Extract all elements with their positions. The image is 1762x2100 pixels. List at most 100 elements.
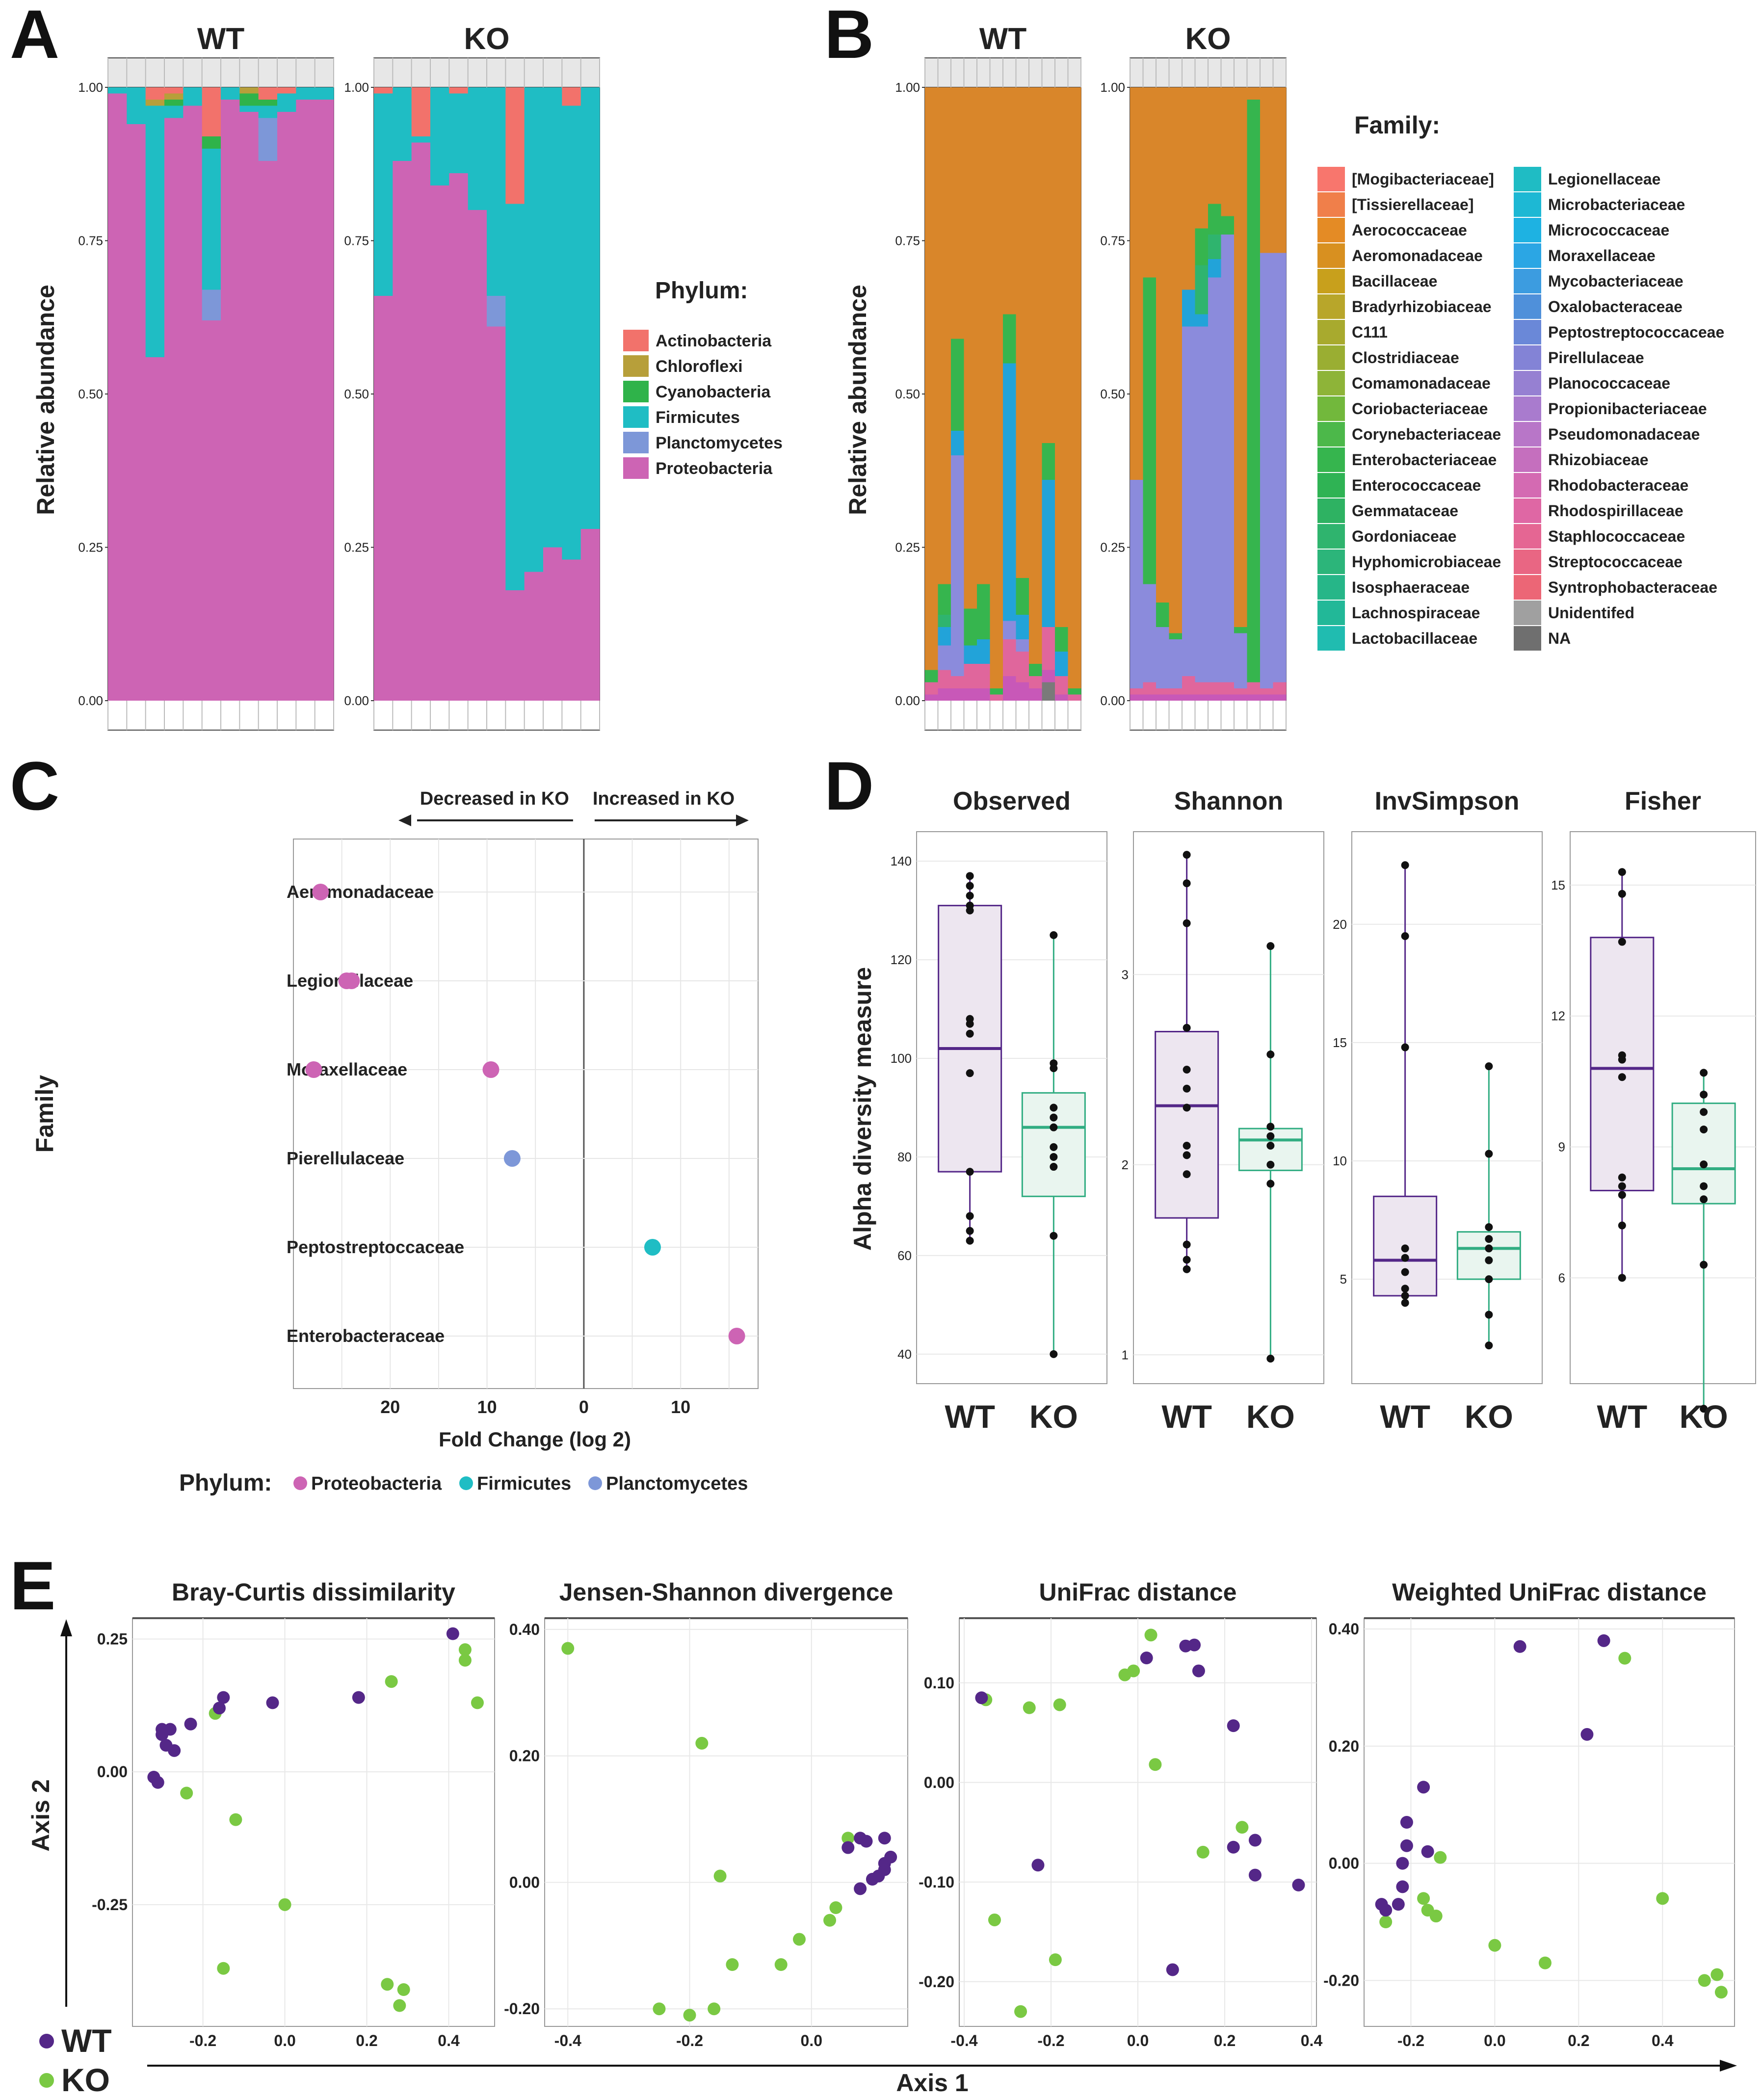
data-point	[966, 901, 974, 910]
bar-segment	[562, 105, 581, 560]
data-point	[966, 882, 974, 890]
bar-segment	[1016, 639, 1029, 652]
legend-swatch	[1317, 626, 1345, 651]
legend-item: Firmicutes	[656, 408, 740, 427]
legend-item: Enterobacteriaceae	[1352, 451, 1497, 469]
legend-item: Coriobacteriaceae	[1352, 400, 1488, 418]
data-point	[1183, 1066, 1191, 1074]
data-point	[1183, 879, 1191, 888]
data-point-wt	[1513, 1640, 1526, 1653]
bar-segment	[977, 584, 990, 639]
bar-segment	[258, 105, 278, 118]
data-point	[1183, 1170, 1191, 1179]
bar-segment	[580, 529, 600, 701]
y-tick-label: 0.75	[78, 234, 103, 248]
data-point	[1266, 1123, 1275, 1131]
bar-segment	[108, 87, 127, 94]
data-point	[1700, 1260, 1708, 1269]
data-point	[1485, 1235, 1493, 1243]
legend-swatch	[1514, 345, 1541, 370]
legend-item: Actinobacteria	[656, 332, 772, 350]
bar-segment	[1195, 682, 1209, 695]
data-point-wt	[854, 1882, 867, 1895]
data-point-ko	[1049, 1953, 1062, 1967]
data-point	[1401, 1291, 1409, 1300]
x-tick-label: 0.0	[801, 2032, 822, 2049]
legend-item: Lactobacillaceae	[1352, 630, 1477, 647]
bar-segment	[202, 149, 221, 290]
bar-segment	[1068, 688, 1081, 695]
data-point	[1700, 1195, 1708, 1204]
legend-item: Lachnospiraceae	[1352, 604, 1480, 622]
box-wt	[938, 905, 1002, 1173]
data-point	[1618, 1274, 1626, 1282]
data-point-wt	[1140, 1652, 1153, 1665]
data-point-wt	[1031, 1859, 1045, 1872]
data-point	[1266, 1355, 1275, 1363]
bar-segment	[1208, 204, 1221, 235]
bar-segment	[315, 100, 334, 701]
bar-segment	[296, 87, 316, 100]
bar-segment	[374, 87, 393, 94]
data-point-ko	[458, 1654, 472, 1667]
bar-segment	[1016, 615, 1029, 639]
data-point	[1183, 1151, 1191, 1159]
bar-segment	[1143, 584, 1157, 682]
y-tick-label: 0.40	[509, 1621, 540, 1638]
bar-segment	[1143, 277, 1157, 584]
data-point-wt	[163, 1723, 177, 1736]
bar-segment	[183, 105, 203, 701]
data-point-ko	[1656, 1892, 1669, 1905]
x-tick-label: -0.2	[1397, 2032, 1424, 2049]
data-point	[305, 1061, 322, 1078]
data-point	[1618, 1191, 1626, 1199]
bar-segment	[1130, 694, 1143, 701]
data-point	[1485, 1150, 1493, 1158]
legend-swatch	[1317, 218, 1345, 242]
data-point	[966, 872, 974, 880]
data-point	[966, 1212, 974, 1220]
bar-segment	[1195, 228, 1209, 265]
legend-swatch	[1514, 422, 1541, 446]
y-tick-label: 3	[1122, 967, 1129, 982]
bar-segment	[1208, 235, 1221, 259]
bar-segment	[1003, 87, 1016, 315]
bar-segment	[1169, 633, 1183, 639]
legend-item: Microbacteriaceae	[1548, 196, 1685, 213]
legend-item: Gemmataceae	[1352, 502, 1458, 520]
data-point	[1050, 1113, 1058, 1122]
data-point	[1485, 1275, 1493, 1284]
y-tick-label: 9	[1558, 1140, 1565, 1155]
data-point-wt	[1597, 1634, 1610, 1647]
legend-swatch	[1514, 447, 1541, 472]
bar-segment	[990, 694, 1003, 701]
bar-segment	[487, 296, 506, 327]
bar-segment	[449, 173, 469, 701]
bar-segment	[1273, 253, 1287, 682]
data-point-wt	[878, 1832, 891, 1845]
data-point-wt	[352, 1691, 365, 1704]
bar-segment	[1003, 676, 1016, 701]
y-axis-label: Alpha diversity measure	[849, 967, 876, 1251]
y-tick-label: -0.20	[1323, 1971, 1359, 1989]
bar-segment	[1182, 87, 1195, 290]
panel-letter-a: A	[10, 0, 59, 73]
data-point-ko	[792, 1933, 806, 1946]
category-label: Enterobacteraceae	[287, 1326, 445, 1346]
data-point-ko	[1714, 1986, 1728, 1999]
bar-segment	[1247, 100, 1261, 682]
y-axis-label: Relative abundance	[844, 285, 871, 515]
data-point-wt	[1227, 1840, 1240, 1854]
x-tick-label: 0	[579, 1397, 589, 1417]
bar-segment	[1273, 682, 1287, 695]
legend-item: Aerococcaceae	[1352, 221, 1467, 239]
bar-segment	[202, 136, 221, 149]
facet-title-invsimpson: InvSimpson	[1375, 787, 1520, 815]
legend-item: Proteobacteria	[311, 1473, 442, 1494]
bar-segment	[1143, 87, 1157, 278]
data-point	[1183, 1142, 1191, 1150]
data-point	[1618, 1051, 1626, 1059]
bar-segment	[1195, 694, 1209, 701]
bar-segment	[938, 627, 951, 646]
arrow-head-right	[736, 814, 749, 826]
